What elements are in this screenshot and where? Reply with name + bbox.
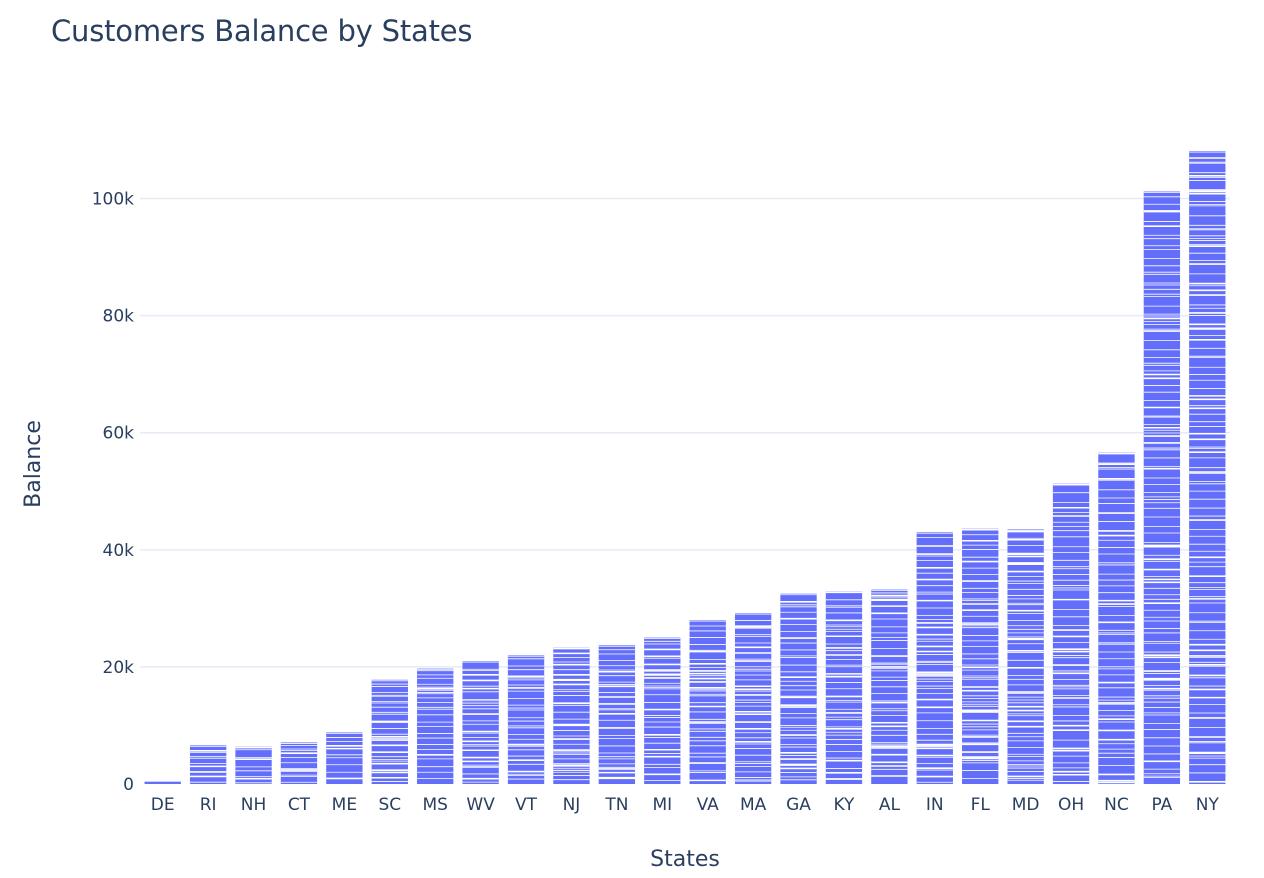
y-tick-label: 100k (92, 190, 134, 210)
x-tick-label: TN (604, 795, 628, 815)
bar-in[interactable] (916, 532, 953, 784)
bar-wv[interactable] (462, 661, 499, 784)
x-tick-label: MI (652, 795, 672, 815)
bar[interactable] (1052, 483, 1090, 784)
bar[interactable] (825, 591, 863, 784)
x-axis-title: States (650, 847, 720, 872)
bar-va[interactable] (689, 620, 726, 784)
x-tick-label: NJ (563, 795, 581, 815)
x-tick-label: NH (241, 795, 267, 815)
bar-me[interactable] (326, 732, 363, 784)
bar-nc[interactable] (1098, 452, 1135, 784)
bar[interactable] (371, 679, 408, 784)
bar-ky[interactable] (825, 591, 863, 784)
bar[interactable] (916, 532, 953, 784)
bar[interactable] (1007, 529, 1044, 784)
bar-ms[interactable] (417, 668, 454, 784)
bar-fl[interactable] (962, 528, 999, 784)
bar-oh[interactable] (1052, 483, 1090, 784)
x-tick-label: SC (378, 795, 401, 815)
x-tick-label: NC (1104, 795, 1129, 815)
x-tick-label: GA (786, 795, 811, 815)
x-tick-label: WV (466, 795, 495, 815)
x-tick-label: NY (1196, 795, 1220, 815)
bar[interactable] (553, 647, 590, 784)
x-tick-label: MA (740, 795, 767, 815)
x-tick-label: ME (332, 795, 357, 815)
chart-title: Customers Balance by States (51, 14, 473, 48)
x-tick-label: IN (926, 795, 944, 815)
y-tick-label: 60k (103, 424, 135, 444)
bar-ny[interactable] (1189, 151, 1226, 784)
bar[interactable] (644, 637, 681, 784)
bar[interactable] (1143, 191, 1181, 784)
x-tick-labels: DE RI NH CT ME SC MS WV VT NJ TN MI VA MA GA KY AL IN FL MD… (151, 795, 1220, 815)
bar-nh[interactable] (235, 746, 272, 784)
bar[interactable] (1098, 452, 1135, 784)
x-tick-label: VA (697, 795, 720, 815)
y-tick-labels: 0 20k 40k 60k 80k 100k (92, 190, 134, 795)
bar-mi[interactable] (644, 637, 681, 784)
bar[interactable] (462, 661, 499, 784)
bars (144, 151, 1226, 784)
x-tick-label: DE (151, 795, 175, 815)
bar-pa[interactable] (1143, 191, 1181, 784)
x-tick-label: CT (288, 795, 311, 815)
bar-ma[interactable] (734, 613, 772, 784)
y-tick-label: 0 (123, 775, 134, 795)
bar-tn[interactable] (598, 645, 636, 784)
y-axis-title: Balance (21, 420, 46, 508)
x-tick-label: VT (515, 795, 538, 815)
y-tick-label: 80k (103, 307, 135, 327)
bar-md[interactable] (1007, 529, 1044, 784)
bar[interactable] (144, 781, 181, 784)
bar-ct[interactable] (280, 742, 318, 784)
x-tick-label: FL (971, 795, 991, 815)
bar-ri[interactable] (189, 745, 227, 784)
y-tick-label: 40k (103, 541, 135, 561)
bar-al[interactable] (871, 589, 908, 784)
bar-de[interactable] (144, 781, 181, 784)
bar[interactable] (189, 745, 227, 784)
x-tick-label: AL (879, 795, 901, 815)
x-tick-label: MS (422, 795, 447, 815)
x-tick-label: RI (200, 795, 217, 815)
bar[interactable] (235, 746, 272, 784)
bar[interactable] (326, 732, 363, 784)
y-tick-label: 20k (103, 658, 135, 678)
x-tick-label: PA (1151, 795, 1172, 815)
bar-vt[interactable] (507, 655, 545, 784)
bar-sc[interactable] (371, 679, 408, 784)
bar[interactable] (734, 613, 772, 784)
bar-ga[interactable] (780, 593, 817, 784)
x-tick-label: KY (833, 795, 855, 815)
x-tick-label: MD (1012, 795, 1040, 815)
x-tick-label: OH (1058, 795, 1084, 815)
bar[interactable] (962, 528, 999, 784)
gridlines (140, 197, 1230, 668)
bar-nj[interactable] (553, 647, 590, 784)
